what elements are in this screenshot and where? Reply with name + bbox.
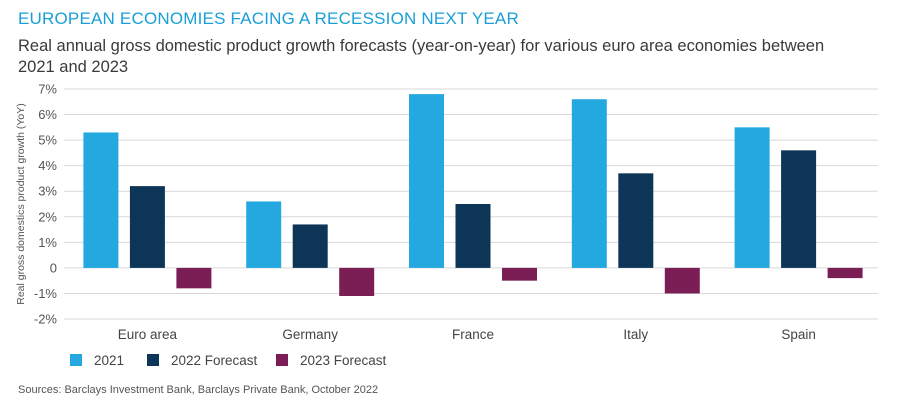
y-tick-label: 7% <box>38 82 57 97</box>
bar <box>292 224 328 268</box>
y-tick-label: 5% <box>38 133 57 148</box>
bar <box>571 99 607 268</box>
bar <box>409 94 444 268</box>
legend-swatch <box>70 354 82 366</box>
source-note: Sources: Barclays Investment Bank, Barcl… <box>18 384 379 396</box>
y-tick-label: 0 <box>50 260 57 275</box>
bar <box>339 267 375 296</box>
y-tick-label: 3% <box>38 184 57 199</box>
y-axis-ticks: -2% -1% 0 1% 2% 3% 4% 5% 6% 7% <box>34 82 58 327</box>
y-axis-label: Real gross domestics product growth (YoY… <box>15 103 27 305</box>
bar <box>129 186 165 268</box>
legend: 2021 2022 Forecast 2023 Forecast <box>70 353 387 368</box>
y-tick-label: -1% <box>34 286 58 301</box>
bar <box>246 201 282 268</box>
y-tick-label: 6% <box>38 107 57 122</box>
bar <box>455 204 491 268</box>
x-category-label: Italy <box>623 327 648 342</box>
y-tick-label: 4% <box>38 158 57 173</box>
bar <box>827 267 863 279</box>
bar <box>734 127 770 268</box>
x-axis-categories: Euro area Germany France Italy Spain <box>118 327 816 342</box>
bar <box>781 150 817 268</box>
y-tick-label: -2% <box>34 312 58 327</box>
bar <box>618 173 654 268</box>
x-category-label: France <box>452 327 494 342</box>
bar <box>83 132 119 268</box>
legend-label: 2022 Forecast <box>171 353 258 368</box>
y-tick-label: 1% <box>38 235 57 250</box>
x-category-label: Germany <box>282 327 338 342</box>
bar <box>176 267 212 289</box>
chart-subtitle: Real annual gross domestic product growt… <box>18 37 825 76</box>
x-category-label: Spain <box>781 327 816 342</box>
bars <box>83 94 863 296</box>
y-tick-label: 2% <box>38 209 57 224</box>
legend-label: 2023 Forecast <box>300 353 387 368</box>
chart-title: EUROPEAN ECONOMIES FACING A RECESSION NE… <box>18 9 519 28</box>
legend-label: 2021 <box>94 353 124 368</box>
x-category-label: Euro area <box>118 327 178 342</box>
legend-swatch <box>147 354 159 366</box>
legend-swatch <box>276 354 288 366</box>
bar <box>664 267 700 294</box>
bar <box>502 267 537 281</box>
